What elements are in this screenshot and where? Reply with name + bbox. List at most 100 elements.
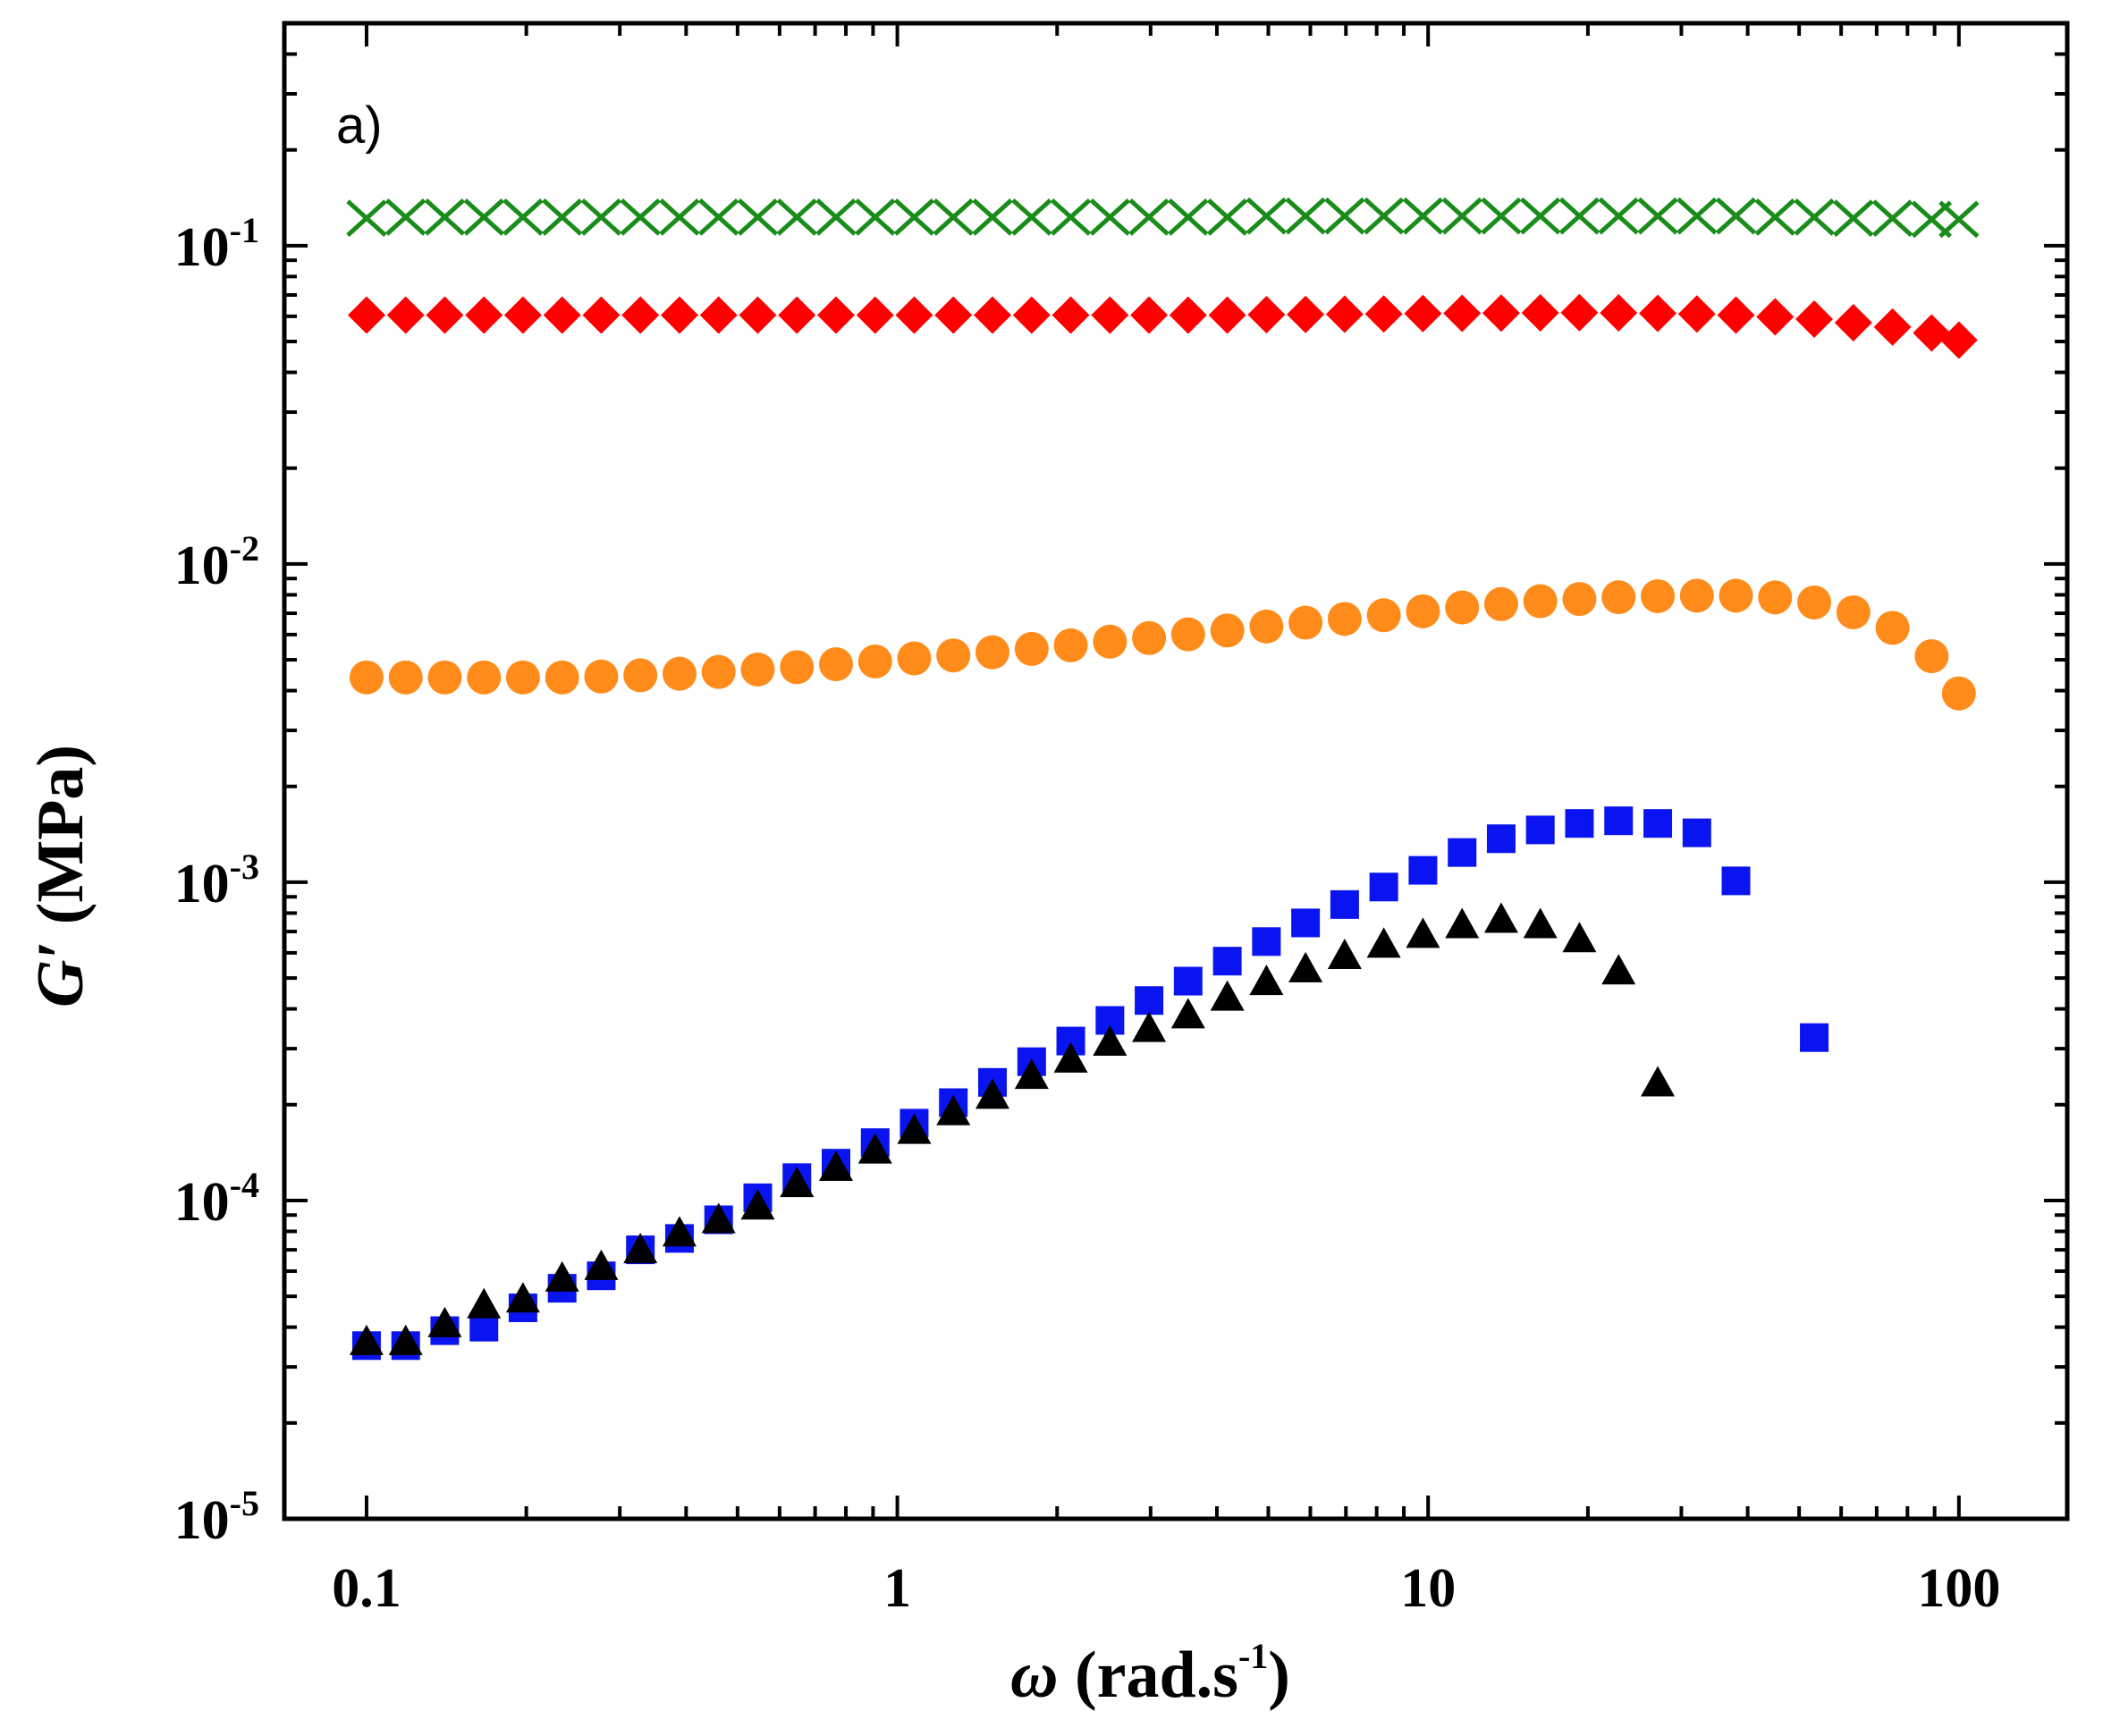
data-point-square [1682,818,1711,847]
data-point-triangle [623,1233,658,1264]
data-point-circle [1523,584,1558,619]
data-point-diamond [1287,295,1325,333]
data-point-cross [815,198,857,236]
data-point-square [1486,824,1516,854]
data-point-diamond [1208,296,1246,334]
data-point-cross [659,198,700,236]
data-point-circle [1366,598,1401,633]
data-point-diamond [1169,296,1207,334]
data-point-circle [388,660,423,695]
data-point-cross [933,198,974,236]
y-axis-symbol: G′ [24,941,97,1007]
data-point-cross [503,198,544,236]
y-tick-exponent: -4 [230,1165,259,1205]
data-point-diamond [426,296,464,334]
data-point-diamond [1717,296,1755,334]
data-point-cross [737,198,779,236]
y-tick-base: 10 [174,1490,230,1551]
data-point-triangle [1132,1011,1167,1042]
data-point-cross [1168,198,1209,236]
data-point-circle [545,660,579,695]
x-tick-label: 100 [1917,1558,2000,1619]
data-point-cross [698,198,739,236]
x-axis-unit-exponent: -1 [1238,1636,1268,1676]
cross-series [346,197,1980,239]
data-point-square [1448,838,1477,867]
data-point-circle [1914,639,1949,674]
data-point-circle [1170,617,1205,652]
data-point-square [1525,815,1555,845]
data-point-square [1408,855,1438,885]
data-point-circle [1014,631,1049,666]
data-point-triangle [857,1133,892,1164]
data-point-cross [1833,199,1874,237]
data-point-triangle [1483,902,1518,933]
data-point-cross [1363,197,1405,235]
data-point-square [1800,1023,1829,1052]
data-point-diamond [1247,296,1286,334]
data-point-circle [1679,578,1714,613]
data-point-cross [1715,197,1757,235]
data-point-cross [1794,198,1835,236]
data-point-cross [580,198,622,236]
data-point-triangle [818,1150,853,1182]
data-point-triangle [388,1324,423,1355]
data-point-circle [1327,602,1362,636]
y-tick-label: 10-1 [174,210,259,278]
data-point-cross [1481,197,1522,235]
data-point-diamond [1325,295,1364,333]
data-point-triangle [1562,922,1597,953]
circle-series [349,578,1976,711]
data-point-triangle [545,1260,579,1292]
data-point-circle [897,641,932,676]
data-point-circle [1562,582,1597,617]
data-point-cross [1050,198,1092,236]
data-point-diamond [739,296,777,334]
y-tick-base: 10 [174,1172,230,1233]
data-point-diamond [895,296,933,334]
data-point-cross [1558,197,1600,235]
data-point-diamond [973,296,1011,334]
data-point-cross [620,198,661,236]
data-point-cross [1676,197,1718,235]
data-point-cross [1637,197,1678,235]
data-point-diamond [465,296,503,334]
data-point-diamond [386,296,425,334]
data-point-diamond [1012,296,1051,334]
data-point-circle [740,652,775,687]
data-point-diamond [1756,298,1795,336]
data-point-triangle [780,1167,815,1198]
data-point-triangle [427,1306,462,1337]
data-point-triangle [349,1324,384,1355]
data-point-circle [1483,586,1518,621]
data-point-circle [936,638,971,673]
data-point-square [1565,809,1594,839]
data-point-cross [1441,197,1482,235]
data-point-cross [1246,197,1288,235]
data-point-diamond [1364,295,1403,333]
data-point-diamond [660,296,698,334]
data-point-cross [385,198,427,236]
data-point-diamond [543,296,581,334]
data-point-cross [1871,199,1913,237]
data-point-triangle [1327,939,1362,970]
data-point-square [1252,927,1281,956]
data-point-circle [1641,578,1676,613]
data-point-circle [857,644,892,678]
data-point-diamond [778,296,816,334]
data-point-triangle [1641,1066,1676,1097]
data-point-triangle [1210,980,1245,1011]
y-tick-label: 10-4 [174,1165,259,1233]
data-point-diamond [1482,294,1520,333]
data-point-diamond [1834,303,1872,341]
data-point-cross [346,199,387,237]
data-point-triangle [1523,907,1558,939]
data-point-square [1721,866,1751,896]
data-point-circle [1249,609,1284,644]
data-point-cross [463,198,504,236]
data-point-triangle [897,1113,932,1144]
data-point-square [1135,986,1164,1015]
x-axis-unit-close: ) [1268,1639,1290,1712]
